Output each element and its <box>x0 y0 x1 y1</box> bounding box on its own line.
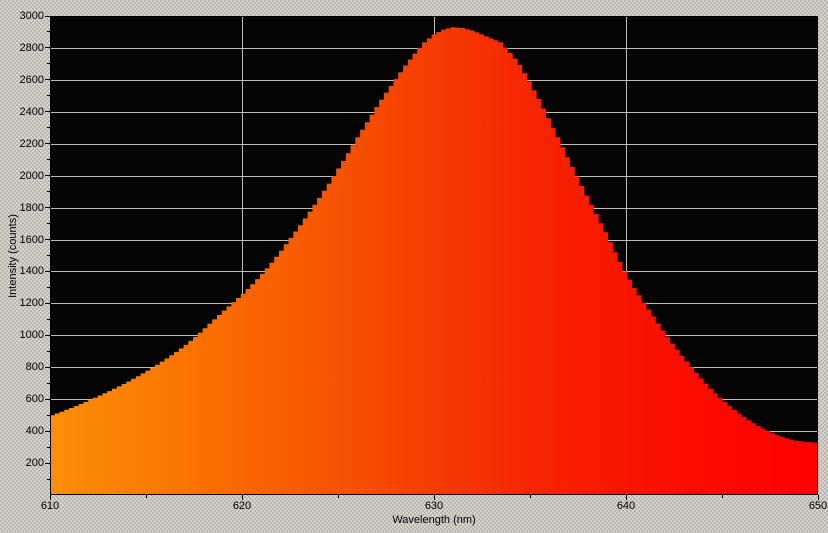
y-tick-label: 3000 <box>19 10 44 22</box>
y-tick-label: 2000 <box>19 170 44 182</box>
y-tick-label: 200 <box>25 457 44 469</box>
y-tick-label: 1000 <box>19 329 44 341</box>
y-tick-label: 2200 <box>19 138 44 150</box>
y-tick-label: 2400 <box>19 106 44 118</box>
y-tick-label: 400 <box>25 425 44 437</box>
y-tick-label: 800 <box>25 361 44 373</box>
x-tick-label: 620 <box>232 500 252 512</box>
y-tick-label: 1800 <box>19 202 44 214</box>
x-tick-label: 630 <box>424 500 444 512</box>
y-tick-label: 2600 <box>19 74 44 86</box>
y-tick-label: 1400 <box>19 265 44 277</box>
spectrum-area <box>50 27 818 495</box>
x-tick-label: 650 <box>808 500 828 512</box>
y-axis-title: Intensity (counts) <box>7 213 19 298</box>
plot-border <box>50 16 818 495</box>
y-tick-label: 1200 <box>19 297 44 309</box>
x-axis-title: Wavelength (nm) <box>392 514 476 526</box>
y-tick-label: 600 <box>25 393 44 405</box>
x-tick-label: 640 <box>616 500 636 512</box>
y-tick-label: 1600 <box>19 234 44 246</box>
x-tick-label: 610 <box>40 500 60 512</box>
y-tick-label: 2800 <box>19 42 44 54</box>
